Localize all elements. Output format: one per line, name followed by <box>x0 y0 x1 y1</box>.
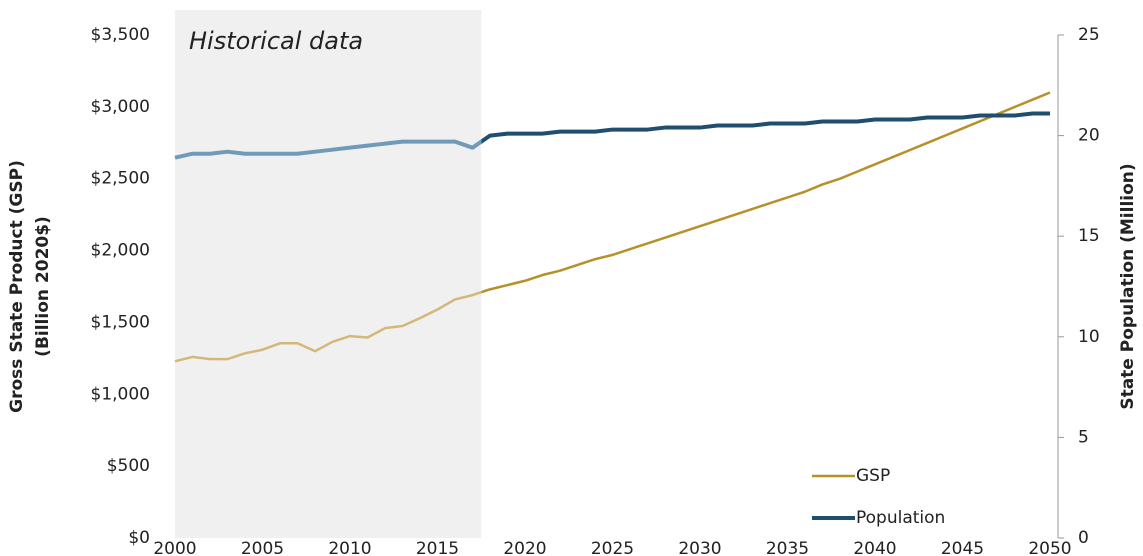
y2-tick-label: 20 <box>1078 126 1100 146</box>
x-tick-label: 2050 <box>1028 539 1071 556</box>
x-tick-label: 2010 <box>328 539 371 556</box>
x-tick-label: 2000 <box>153 539 196 556</box>
y2-tick-label: 0 <box>1078 528 1089 548</box>
y-tick-label: $3,500 <box>91 25 150 45</box>
series-line <box>174 111 1050 160</box>
x-tick-label: 2040 <box>853 539 896 556</box>
y-axis-title-line: Gross State Product (GSP) <box>7 160 27 413</box>
y2-tick-label: 15 <box>1078 226 1100 246</box>
region-label: Historical data <box>189 27 363 55</box>
legend-label: Population <box>856 508 945 528</box>
x-tick-label: 2020 <box>503 539 546 556</box>
x-tick-label: 2035 <box>766 539 809 556</box>
y-tick-label: $3,000 <box>91 97 150 117</box>
y-tick-label: $1,500 <box>91 312 150 332</box>
series-line <box>174 91 1051 363</box>
y2-tick-label: 25 <box>1078 25 1100 45</box>
y2-tick-label: 5 <box>1078 427 1089 447</box>
x-tick-label: 2025 <box>591 539 634 556</box>
y-tick-label: $500 <box>107 456 150 476</box>
y2-tick-label: 10 <box>1078 327 1100 347</box>
x-tick-label: 2045 <box>941 539 984 556</box>
y-tick-label: $2,000 <box>91 241 150 261</box>
legend-label: GSP <box>856 466 890 486</box>
y-tick-label: $2,500 <box>91 169 150 189</box>
x-tick-label: 2015 <box>416 539 459 556</box>
x-tick-label: 2005 <box>241 539 284 556</box>
y-tick-label: $1,000 <box>91 384 150 404</box>
y-tick-label: $0 <box>128 528 150 548</box>
x-tick-label: 2030 <box>678 539 721 556</box>
y-axis-title: Gross State Product (GSP) (Billion 2020$) <box>7 160 53 413</box>
historical-region <box>175 10 482 538</box>
y2-axis-title: State Population (Million) <box>1118 163 1138 409</box>
y-axis-title-line: (Billion 2020$) <box>33 216 53 357</box>
